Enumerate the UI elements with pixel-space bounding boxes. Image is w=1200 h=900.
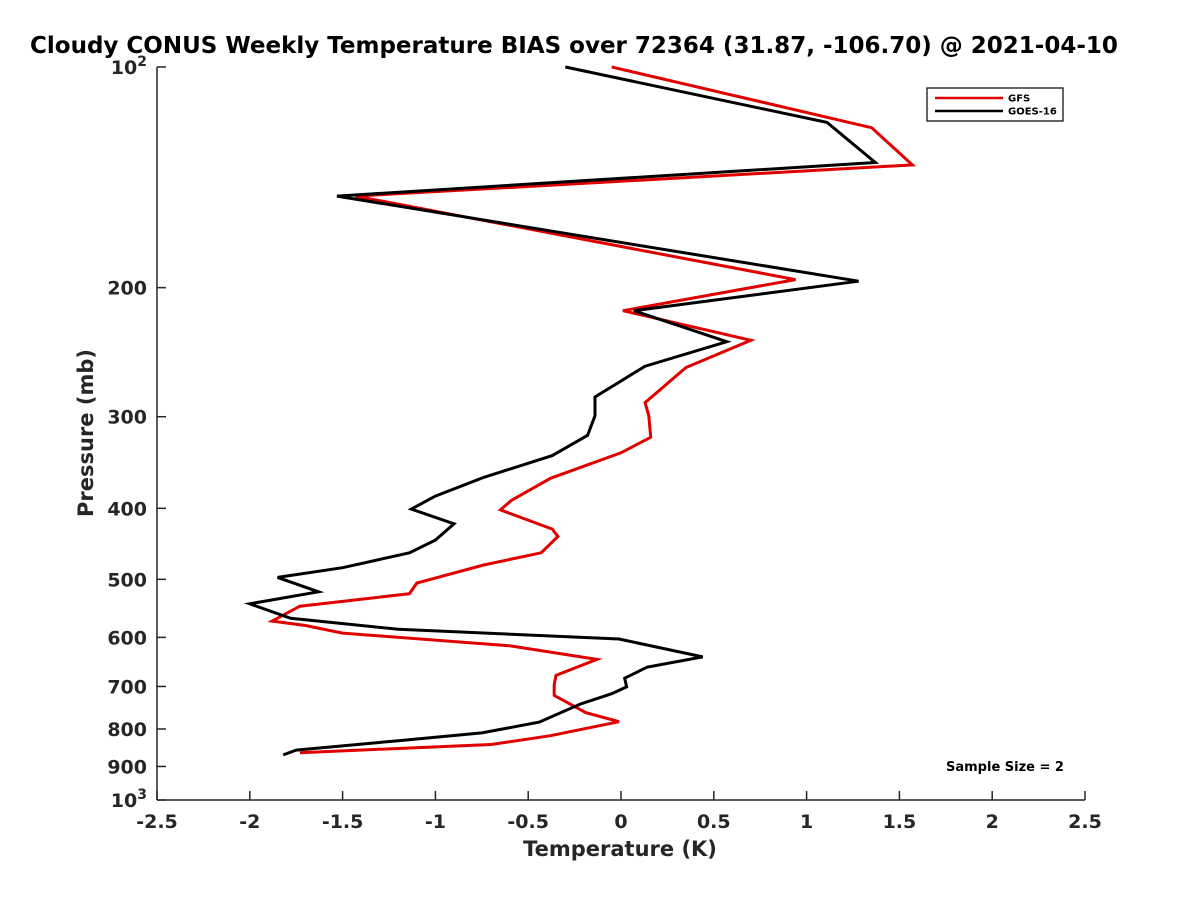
legend-box — [926, 87, 1064, 122]
series-lines — [243, 65, 917, 757]
y-tick-label: 600 — [107, 627, 147, 649]
y-tick-base: 10 — [111, 57, 137, 79]
x-tick-label: 1 — [800, 811, 813, 833]
y-tick-exponent: 2 — [137, 54, 147, 70]
x-tick-label: -2.5 — [136, 811, 178, 833]
y-tick-label: 800 — [107, 719, 147, 741]
y-tick-label: 500 — [107, 569, 147, 591]
y-tick-label: 300 — [107, 407, 147, 429]
x-tick-label: -2 — [239, 811, 260, 833]
x-axis-label: Temperature (K) — [523, 837, 717, 861]
legend-label-goes-16: GOES-16 — [1008, 107, 1057, 118]
y-tick-label: 900 — [107, 756, 147, 778]
y-tick-label: 200 — [107, 278, 147, 300]
legend-label-gfs: GFS — [1008, 94, 1030, 105]
y-tick-label: 102 — [111, 54, 147, 79]
x-tick-label: -0.5 — [507, 811, 549, 833]
y-tick-base: 10 — [111, 790, 137, 812]
x-tick-label: 1.5 — [883, 811, 917, 833]
x-tick-label: 0.5 — [697, 811, 731, 833]
y-tick-exponent: 3 — [137, 787, 147, 803]
chart-title: Cloudy CONUS Weekly Temperature BIAS ove… — [30, 33, 1118, 59]
legend: GFS GOES-16 — [926, 87, 1064, 122]
y-tick-label: 103 — [111, 787, 147, 812]
series-line-gfs — [267, 65, 917, 755]
y-tick-label: 400 — [107, 498, 147, 520]
x-tick-label: -1 — [425, 811, 446, 833]
x-axis-ticks: -2.5 -2 -1.5 -1 -0.5 0 0.5 1 1.5 2 2.5 — [136, 791, 1102, 833]
x-tick-label: -1.5 — [322, 811, 364, 833]
y-tick-label: 700 — [107, 676, 147, 698]
x-tick-label: 2 — [986, 811, 999, 833]
x-tick-label: 0 — [614, 811, 627, 833]
plot-area: -2.5 -2 -1.5 -1 -0.5 0 0.5 1 1.5 2 2.5 10220030040… — [107, 54, 1102, 833]
sample-size-annotation: Sample Size = 2 — [946, 760, 1064, 775]
series-line-goes-16 — [243, 65, 880, 757]
x-tick-label: 2.5 — [1068, 811, 1102, 833]
y-axis-label: Pressure (mb) — [74, 349, 98, 517]
